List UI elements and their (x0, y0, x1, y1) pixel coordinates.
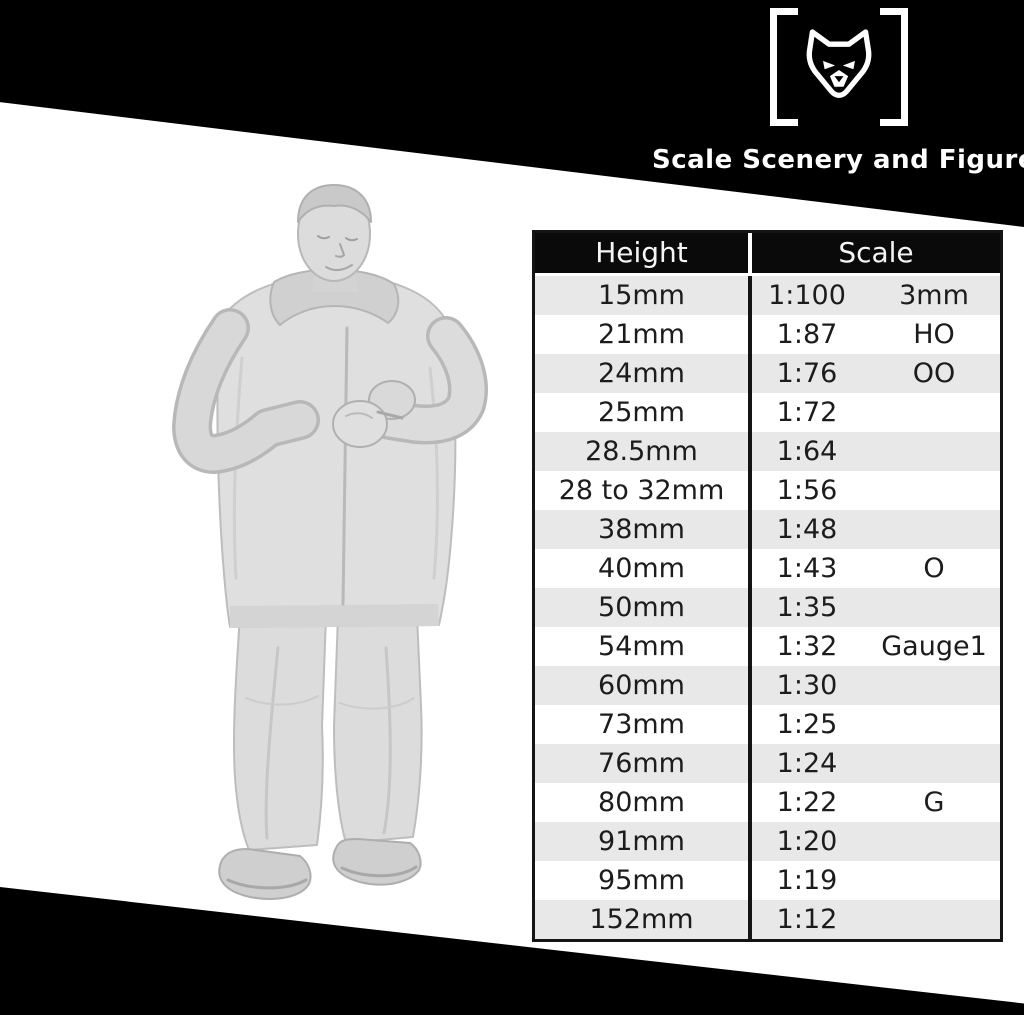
figure-hands (332, 380, 416, 448)
wolf-icon (806, 29, 872, 98)
gauge-name: 3mm (899, 280, 969, 311)
scale-cell: 1:72 (748, 393, 1000, 432)
scale-cell: 1:56 (748, 471, 1000, 510)
scale-table: Height Scale 15mm 1:100 3mm 21mm 1:87 HO… (532, 230, 1003, 942)
scale-cell: 1:43 O (748, 549, 1000, 588)
scale-ratio: 1:20 (776, 826, 838, 857)
scale-cell: 1:48 (748, 510, 1000, 549)
height-cell: 60mm (535, 666, 748, 705)
table-row: 24mm 1:76 OO (535, 354, 1000, 393)
gauge-name: G (923, 787, 945, 818)
table-row: 76mm 1:24 (535, 744, 1000, 783)
table-row: 80mm 1:22 G (535, 783, 1000, 822)
figure-shoes (218, 838, 422, 900)
height-cell: 152mm (535, 900, 748, 939)
scale-cell: 1:30 (748, 666, 1000, 705)
scale-ratio: 1:30 (776, 670, 838, 701)
height-cell: 28 to 32mm (535, 471, 748, 510)
figure-hair (297, 184, 372, 223)
scale-cell: 1:20 (748, 822, 1000, 861)
scale-cell: 1:12 (748, 900, 1000, 939)
height-cell: 38mm (535, 510, 748, 549)
height-cell: 76mm (535, 744, 748, 783)
bracket-right-icon (880, 8, 908, 126)
gauge-name: Gauge1 (881, 631, 987, 662)
scale-cell: 1:25 (748, 705, 1000, 744)
table-row: 73mm 1:25 (535, 705, 1000, 744)
scale-ratio: 1:87 (776, 319, 838, 350)
height-cell: 91mm (535, 822, 748, 861)
brand-logo (770, 8, 908, 126)
height-cell: 15mm (535, 276, 748, 315)
height-cell: 80mm (535, 783, 748, 822)
scale-cell: 1:64 (748, 432, 1000, 471)
scale-cell: 1:35 (748, 588, 1000, 627)
figure-left-arm (172, 308, 320, 474)
gauge-name: O (923, 553, 945, 584)
table-row: 50mm 1:35 (535, 588, 1000, 627)
table-row: 60mm 1:30 (535, 666, 1000, 705)
scale-ratio: 1:56 (776, 475, 838, 506)
height-cell: 40mm (535, 549, 748, 588)
table-row: 21mm 1:87 HO (535, 315, 1000, 354)
scale-ratio: 1:35 (776, 592, 838, 623)
figure-torso (216, 268, 457, 628)
table-body: 15mm 1:100 3mm 21mm 1:87 HO 24mm 1:76 OO… (535, 276, 1000, 939)
table-row: 91mm 1:20 (535, 822, 1000, 861)
table-row: 40mm 1:43 O (535, 549, 1000, 588)
height-cell: 21mm (535, 315, 748, 354)
table-row: 152mm 1:12 (535, 900, 1000, 939)
height-cell: 73mm (535, 705, 748, 744)
scale-ratio: 1:12 (776, 904, 838, 935)
scale-cell: 1:87 HO (748, 315, 1000, 354)
height-cell: 54mm (535, 627, 748, 666)
figure-right-arm (370, 316, 488, 445)
scale-ratio: 1:32 (776, 631, 838, 662)
table-row: 54mm 1:32 Gauge1 (535, 627, 1000, 666)
watch-icon (376, 410, 404, 420)
brand-name: Scale Scenery and Figures (652, 145, 1024, 175)
gauge-name: HO (913, 319, 955, 350)
scale-cell: 1:24 (748, 744, 1000, 783)
height-cell: 50mm (535, 588, 748, 627)
table-row: 28 to 32mm 1:56 (535, 471, 1000, 510)
scale-ratio: 1:43 (776, 553, 838, 584)
bracket-left-icon (770, 8, 798, 126)
gauge-name: OO (912, 358, 956, 389)
table-row: 28.5mm 1:64 (535, 432, 1000, 471)
figure-head (297, 184, 372, 292)
header-height: Height (535, 233, 748, 273)
scale-cell: 1:32 Gauge1 (748, 627, 1000, 666)
height-cell: 28.5mm (535, 432, 748, 471)
scale-ratio: 1:48 (776, 514, 838, 545)
height-cell: 24mm (535, 354, 748, 393)
table-row: 95mm 1:19 (535, 861, 1000, 900)
figure-man-checking-watch (172, 184, 488, 900)
height-cell: 95mm (535, 861, 748, 900)
table-row: 15mm 1:100 3mm (535, 276, 1000, 315)
scale-ratio: 1:100 (768, 280, 846, 311)
scale-ratio: 1:64 (776, 436, 838, 467)
height-cell: 25mm (535, 393, 748, 432)
figure-legs (232, 615, 423, 851)
scale-ratio: 1:24 (776, 748, 838, 779)
scale-ratio: 1:22 (776, 787, 838, 818)
table-row: 25mm 1:72 (535, 393, 1000, 432)
scale-ratio: 1:25 (776, 709, 838, 740)
header-scale: Scale (752, 233, 1000, 273)
scale-cell: 1:22 G (748, 783, 1000, 822)
scale-ratio: 1:19 (776, 865, 838, 896)
scale-cell: 1:100 3mm (748, 276, 1000, 315)
scale-ratio: 1:72 (776, 397, 838, 428)
scale-ratio: 1:76 (776, 358, 838, 389)
scale-cell: 1:19 (748, 861, 1000, 900)
table-row: 38mm 1:48 (535, 510, 1000, 549)
table-header: Height Scale (535, 233, 1000, 276)
scale-cell: 1:76 OO (748, 354, 1000, 393)
